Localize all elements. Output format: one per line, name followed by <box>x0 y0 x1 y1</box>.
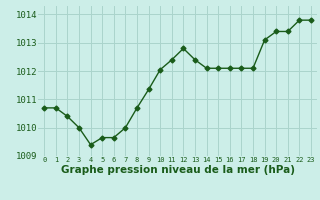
X-axis label: Graphe pression niveau de la mer (hPa): Graphe pression niveau de la mer (hPa) <box>60 165 295 175</box>
